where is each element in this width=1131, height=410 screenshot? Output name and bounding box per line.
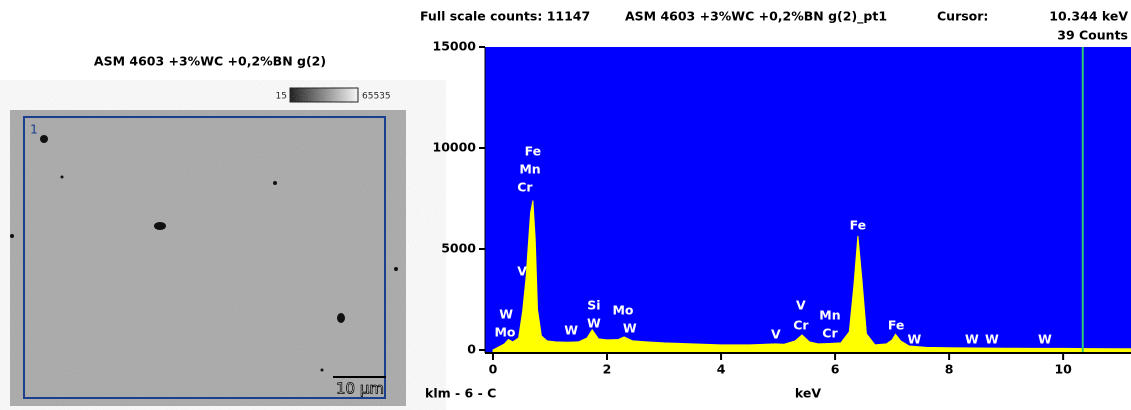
peak-label: Fe: [888, 317, 905, 332]
peak-label: V: [771, 327, 781, 342]
peak-label: Fe: [850, 217, 867, 232]
peak-label: W: [564, 323, 578, 338]
x-tick-label: 6: [831, 362, 840, 377]
peak-label: W: [1038, 331, 1052, 346]
peak-label: Mn: [819, 308, 840, 323]
cursor-label: Cursor:: [937, 9, 988, 24]
x-tick-label: 0: [489, 362, 498, 377]
peak-label: W: [965, 331, 979, 346]
peak-label: W: [907, 331, 921, 346]
y-tick-label: 15000: [433, 39, 477, 54]
peak-label: V: [796, 297, 806, 312]
y-tick-label: 0: [467, 342, 476, 357]
peak-label: W: [623, 320, 637, 335]
x-tick-label: 4: [717, 362, 726, 377]
peak-label: Cr: [822, 326, 838, 341]
x-tick-label: 10: [1054, 362, 1072, 377]
peak-label: Mn: [519, 162, 540, 177]
cursor-value: 10.344 keV: [1049, 9, 1128, 24]
sem-texture: [10, 110, 406, 406]
plot-background: [485, 47, 1131, 353]
peak-label: Fe: [525, 144, 542, 159]
region-box: [23, 116, 386, 399]
peak-label: Cr: [793, 317, 809, 332]
y-tick-label: 10000: [433, 140, 477, 155]
footer-label: klm - 6 - C: [425, 386, 496, 401]
y-tick-label: 5000: [441, 241, 476, 256]
region-label: 1: [30, 122, 38, 137]
peak-label: W: [587, 315, 601, 330]
peak-label: Si: [587, 297, 600, 312]
cursor-counts: 39 Counts: [1057, 28, 1128, 43]
peak-label: Cr: [517, 179, 533, 194]
x-axis-label: keV: [795, 386, 821, 401]
colorbar: [289, 87, 359, 103]
image-title: ASM 4603 +3%WC +0,2%BN g(2): [94, 54, 326, 69]
peak-label: V: [517, 264, 527, 279]
peak-label: W: [499, 307, 513, 322]
peak-label: Mo: [494, 325, 515, 340]
scale-bar-label: 10 µm: [336, 380, 384, 398]
x-tick-label: 8: [945, 362, 954, 377]
peak-label: Mo: [612, 303, 633, 318]
full-scale: Full scale counts: 11147: [420, 9, 590, 24]
sample-name: ASM 4603 +3%WC +0,2%BN g(2)_pt1: [625, 9, 887, 25]
x-tick-label: 2: [603, 362, 612, 377]
spectrum: [492, 200, 1131, 353]
peak-label: W: [985, 331, 999, 346]
colorbar-max: 65535: [362, 92, 391, 102]
particles: [10, 135, 398, 372]
colorbar-min: 15: [276, 92, 287, 102]
